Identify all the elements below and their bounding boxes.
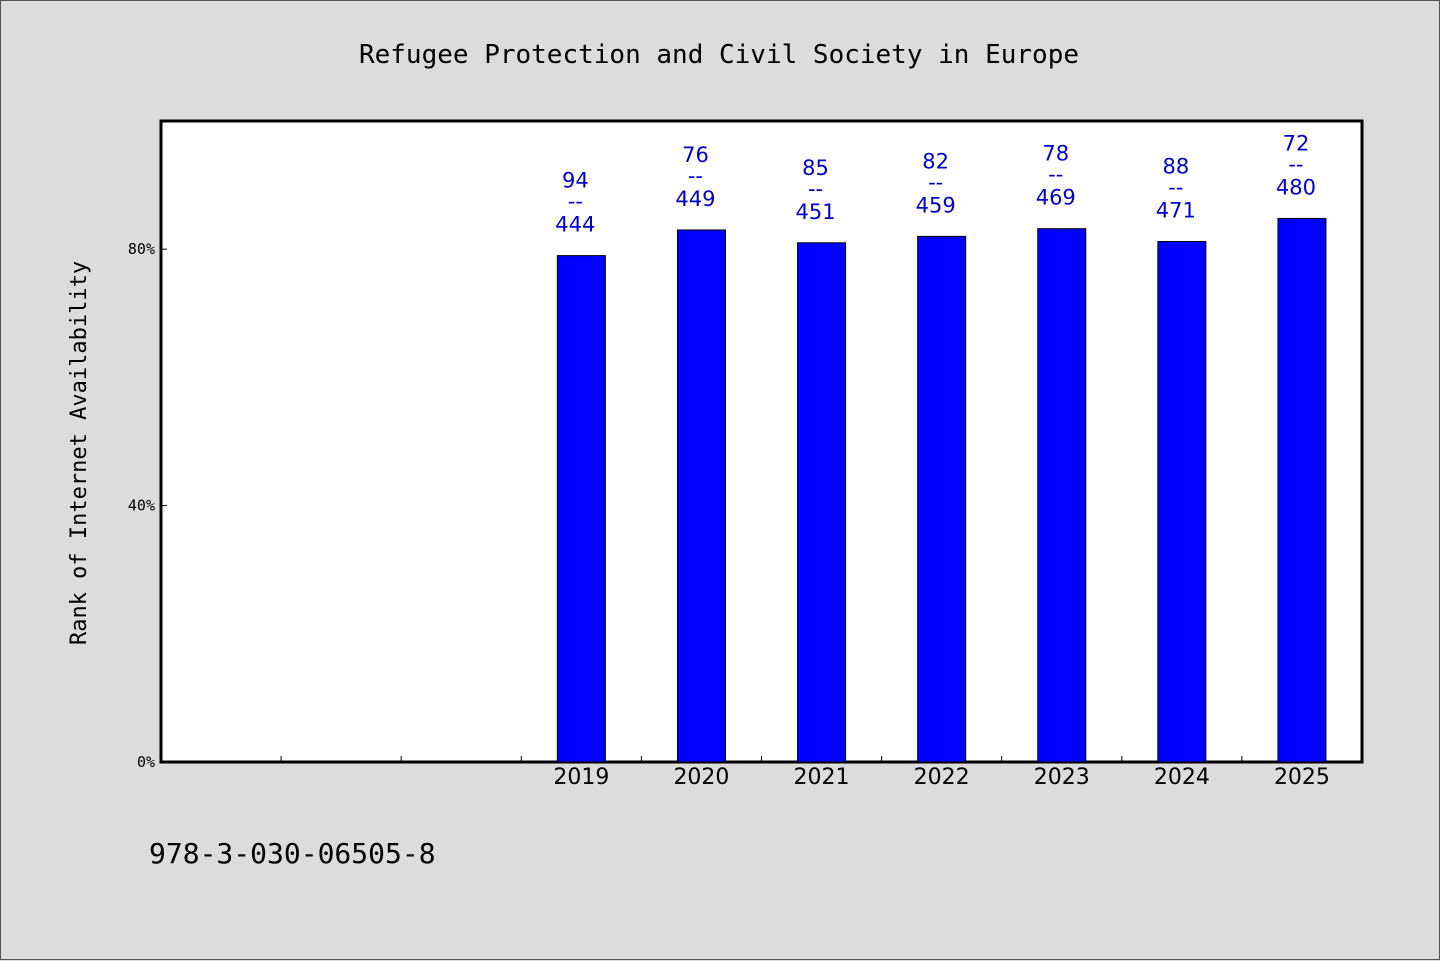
data-label-top: 94: [562, 169, 589, 193]
bar: [556, 255, 606, 763]
data-label-top: 78: [1042, 142, 1069, 166]
data-label-separator: --: [1168, 176, 1183, 200]
data-label-separator: --: [568, 190, 583, 214]
x-tick-label: 2022: [914, 765, 970, 790]
bar: [1037, 228, 1087, 763]
data-label-bottom: 449: [675, 187, 715, 211]
y-tick-label: 40%: [128, 497, 155, 515]
data-label-top: 82: [922, 149, 949, 173]
data-label-top: 85: [802, 156, 829, 180]
bars-group: [556, 217, 1327, 763]
bar: [917, 235, 967, 763]
x-tick-label: 2020: [673, 765, 729, 790]
x-tick-label: 2019: [553, 765, 609, 790]
bar: [1157, 241, 1207, 763]
bar: [1277, 217, 1327, 763]
x-tick-label: 2021: [794, 765, 850, 790]
data-label-separator: --: [1288, 152, 1303, 176]
data-label-separator: --: [688, 164, 703, 188]
data-label-bottom: 444: [555, 213, 595, 237]
isbn-text: 978-3-030-06505-8: [149, 837, 436, 870]
x-tick-label: 2025: [1274, 765, 1330, 790]
data-label-separator: --: [808, 177, 823, 201]
y-axis-label: Rank of Internet Availability: [67, 261, 92, 645]
data-label-top: 76: [682, 143, 709, 167]
y-ticks-group: 0% 40% 80%: [128, 240, 167, 771]
data-label-top: 88: [1162, 155, 1189, 179]
x-tick-label: 2024: [1154, 765, 1210, 790]
data-label-bottom: 469: [1036, 186, 1076, 210]
y-tick-label: 80%: [128, 240, 155, 258]
chart-title: Refugee Protection and Civil Society in …: [359, 40, 1079, 70]
data-label-bottom: 480: [1276, 175, 1316, 199]
y-tick-label: 0%: [137, 753, 155, 771]
bar: [676, 229, 726, 763]
data-label-top: 72: [1283, 131, 1310, 155]
data-labels-group: 94--44476--44985--45182--45978--46988--4…: [555, 131, 1316, 236]
data-label-bottom: 451: [796, 200, 836, 224]
x-tick-label: 2023: [1034, 765, 1090, 790]
data-label-separator: --: [928, 170, 943, 194]
x-ticks-group: 2019 2020 2021 2022 2023 2024 2025: [280, 756, 1330, 790]
data-label-bottom: 459: [916, 193, 956, 217]
bar: [797, 242, 847, 763]
data-label-separator: --: [1048, 163, 1063, 187]
data-label-bottom: 471: [1156, 199, 1196, 223]
